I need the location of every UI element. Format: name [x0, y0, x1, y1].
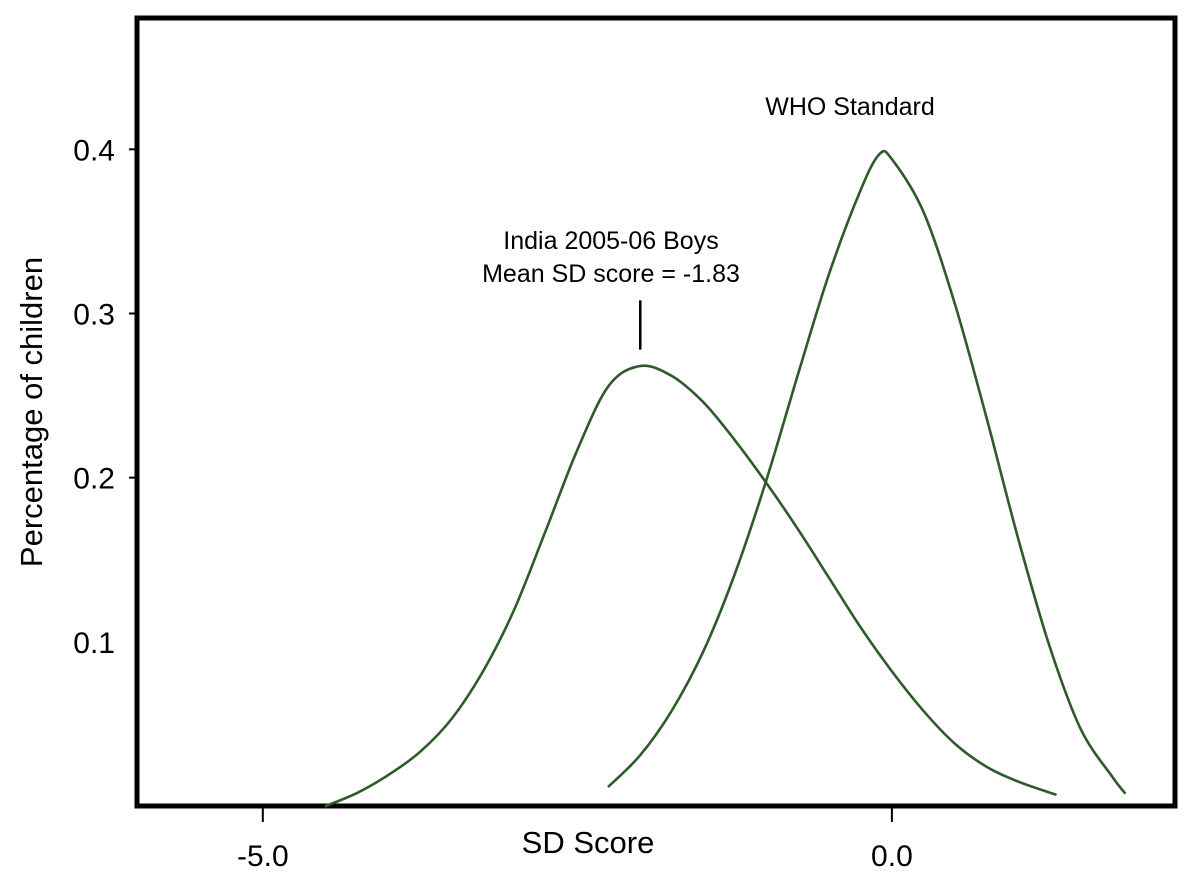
y-tick-label-3: 0.1: [73, 627, 115, 660]
y-axis-label: Percentage of children: [14, 257, 49, 567]
india-boys-curve: [324, 364, 1057, 808]
x-axis-label: SD Score: [522, 825, 655, 860]
curves: [324, 149, 1126, 808]
y-axis-ticks: 0.4 0.3 0.2 0.1: [73, 134, 137, 660]
y-tick-label-0: 0.4: [73, 134, 115, 167]
x-tick-label-0: -5.0: [237, 840, 289, 873]
india-series-label: India 2005-06 Boys: [503, 227, 718, 255]
who-standard-label: WHO Standard: [765, 93, 935, 121]
x-axis-ticks: -5.0 0.0: [237, 806, 913, 873]
x-tick-label-1: 0.0: [871, 840, 913, 873]
plot-frame: [134, 15, 1178, 809]
y-tick-label-1: 0.3: [73, 299, 115, 332]
y-tick-label-2: 0.2: [73, 463, 115, 496]
who-standard-curve: [607, 149, 1126, 795]
india-mean-label: Mean SD score = -1.83: [482, 260, 740, 288]
